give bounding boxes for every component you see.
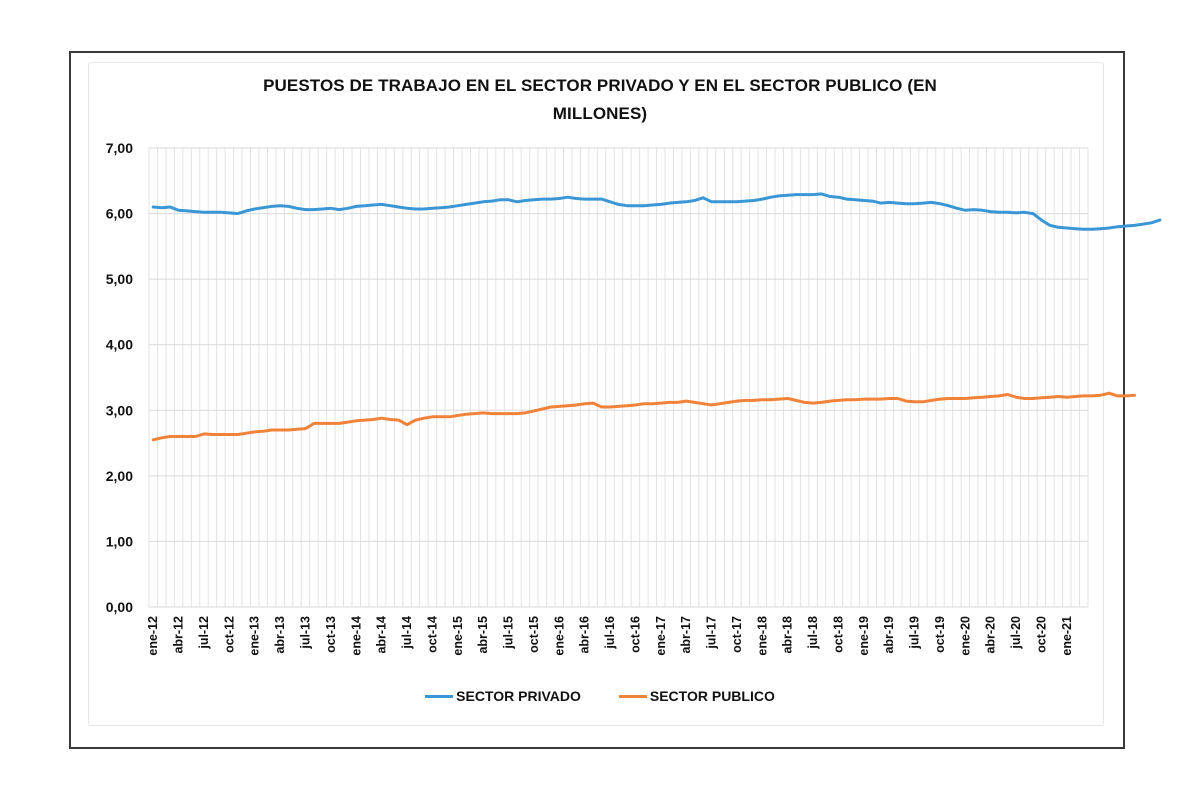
x-tick-label: abr-19 — [882, 616, 896, 654]
series-lines — [151, 192, 1162, 442]
x-tick-label: oct-20 — [1034, 616, 1048, 653]
x-tick-label: jul-20 — [1009, 616, 1023, 650]
x-tick-label: ene-12 — [146, 616, 160, 656]
legend-swatch-sector-publico — [618, 694, 647, 698]
x-tick-label: oct-13 — [324, 616, 338, 653]
y-tick-label: 2,00 — [106, 468, 133, 484]
legend-label-sector-publico: SECTOR PUBLICO — [649, 688, 775, 704]
x-tick-label: ene-14 — [349, 616, 363, 656]
x-tick-label: ene-18 — [755, 616, 769, 656]
x-tick-label: abr-13 — [273, 616, 287, 654]
x-tick-label: ene-19 — [857, 616, 871, 656]
legend-swatch-sector-privado — [425, 694, 454, 698]
x-tick-label: jul-19 — [908, 616, 922, 650]
legend-item-sector-publico[interactable]: SECTOR PUBLICO — [618, 688, 775, 704]
y-tick-label: 4,00 — [106, 337, 133, 353]
x-tick-label: oct-18 — [831, 616, 845, 653]
x-tick-label: oct-16 — [628, 616, 642, 653]
series-line-sector-publico — [151, 391, 1136, 442]
legend: SECTOR PRIVADO SECTOR PUBLICO — [0, 688, 1200, 704]
x-tick-label: oct-15 — [527, 616, 541, 653]
x-tick-label: abr-18 — [781, 616, 795, 654]
x-tick-label: abr-12 — [172, 616, 186, 654]
x-tick-label: ene-21 — [1060, 616, 1074, 656]
x-tick-label: ene-15 — [451, 616, 465, 656]
x-tick-label: oct-12 — [222, 616, 236, 653]
x-tick-label: jul-17 — [705, 616, 719, 650]
x-tick-label: abr-14 — [375, 616, 389, 654]
y-tick-label: 5,00 — [106, 271, 133, 287]
x-axis: ene-12 abr-12 jul-12 oct-12 ene-13 abr-13 jul-… — [146, 616, 1074, 656]
y-tick-label: 0,00 — [106, 599, 133, 615]
chart-area — [88, 62, 1104, 726]
y-tick-label: 3,00 — [106, 402, 133, 418]
x-tick-label: oct-19 — [933, 616, 947, 653]
x-tick-label: abr-17 — [679, 616, 693, 654]
x-tick-label: jul-14 — [400, 616, 414, 650]
x-tick-label: jul-15 — [502, 616, 516, 650]
x-tick-label: abr-15 — [476, 616, 490, 654]
series-line-sector-privado — [151, 192, 1162, 231]
x-tick-label: ene-16 — [552, 616, 566, 656]
x-tick-label: oct-14 — [425, 616, 439, 653]
legend-label-sector-privado: SECTOR PRIVADO — [456, 688, 581, 704]
chart-title-line-2: MILLONES) — [552, 104, 648, 123]
y-axis: 0,00 1,00 2,00 3,00 4,00 5,00 6,00 7,00 — [106, 140, 133, 615]
x-tick-label: jul-18 — [806, 616, 820, 650]
legend-item-sector-privado[interactable]: SECTOR PRIVADO — [425, 688, 581, 704]
chart-title-line-1: PUESTOS DE TRABAJO EN EL SECTOR PRIVADO … — [263, 76, 937, 95]
x-tick-label: ene-17 — [654, 616, 668, 656]
x-tick-label: jul-13 — [299, 616, 313, 650]
x-tick-label: abr-20 — [984, 616, 998, 654]
gridlines — [148, 147, 1089, 608]
y-tick-label: 1,00 — [106, 533, 133, 549]
x-tick-label: jul-16 — [603, 616, 617, 650]
x-tick-label: ene-20 — [958, 616, 972, 656]
x-tick-label: oct-17 — [730, 616, 744, 653]
chart-title: PUESTOS DE TRABAJO EN EL SECTOR PRIVADO … — [150, 72, 1050, 128]
x-tick-label: ene-13 — [248, 616, 262, 656]
y-tick-label: 6,00 — [106, 206, 133, 222]
x-tick-label: jul-12 — [197, 616, 211, 650]
y-tick-label: 7,00 — [106, 140, 133, 156]
x-tick-label: abr-16 — [578, 616, 592, 654]
